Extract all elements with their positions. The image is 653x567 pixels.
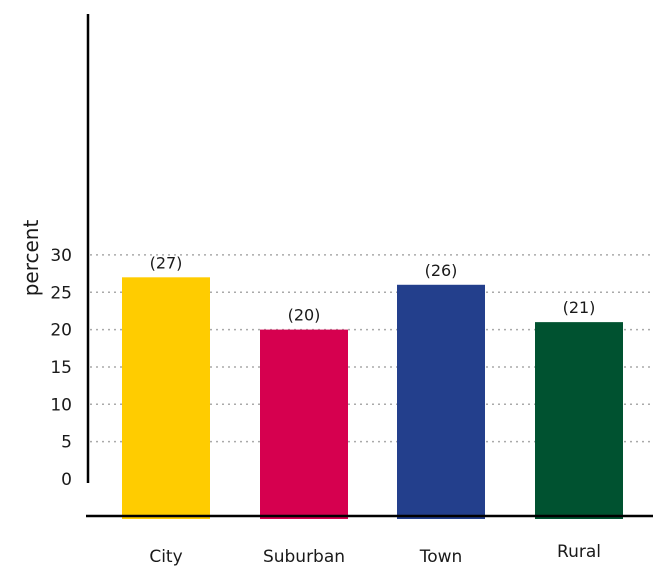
x-tick-label-town: Town — [419, 547, 463, 567]
y-tick-label: 25 — [50, 283, 72, 303]
bar-city — [122, 277, 210, 519]
y-tick-label: 15 — [50, 358, 72, 378]
y-tick-label: 0 — [61, 470, 72, 490]
y-tick-label: 5 — [61, 433, 72, 453]
y-tick-label: 20 — [50, 321, 72, 341]
data-label-town: (26) — [425, 261, 458, 280]
y-tick-labels: 0 5 10 15 20 25 30 — [50, 246, 72, 490]
x-category-labels: City Suburban Town Rural — [149, 542, 601, 567]
y-axis-title: percent — [19, 220, 43, 297]
data-label-suburban: (20) — [288, 306, 321, 325]
y-tick-label: 10 — [50, 395, 72, 415]
bars — [122, 277, 623, 519]
bar-rural — [535, 322, 623, 519]
x-tick-label-suburban: Suburban — [263, 547, 345, 567]
bar-town — [397, 284, 485, 519]
y-tick-label: 30 — [50, 246, 72, 266]
data-label-city: (27) — [150, 253, 183, 272]
data-labels: (27) (20) (26) (21) — [150, 253, 596, 324]
data-label-rural: (21) — [563, 298, 596, 317]
x-tick-label-city: City — [149, 547, 182, 567]
x-tick-label-rural: Rural — [557, 542, 601, 562]
bar-suburban — [260, 329, 348, 519]
